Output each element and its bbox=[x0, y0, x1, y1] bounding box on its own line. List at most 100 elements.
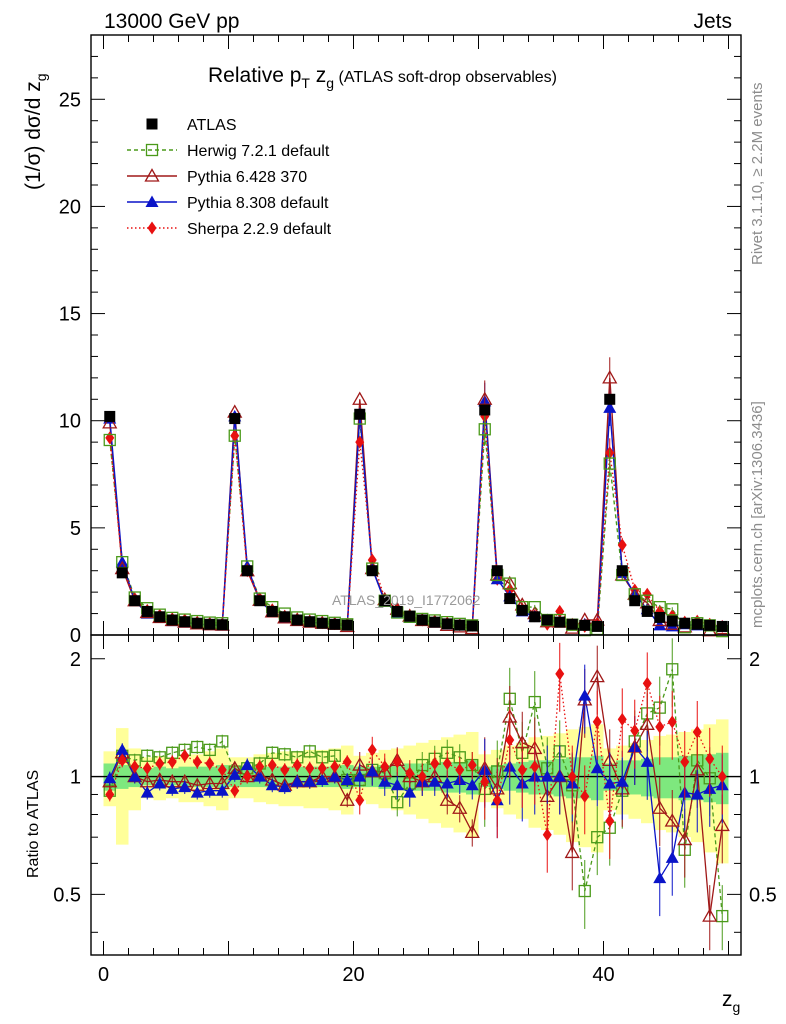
ratio-point bbox=[555, 667, 565, 681]
ratio-point bbox=[714, 817, 730, 832]
data-point bbox=[266, 605, 278, 617]
ratio-point bbox=[666, 663, 679, 676]
data-point bbox=[379, 595, 391, 607]
ratio-point bbox=[380, 760, 390, 774]
data-point bbox=[716, 620, 728, 632]
ratio-point bbox=[240, 758, 254, 771]
ratio-point bbox=[442, 756, 452, 770]
ratio-point bbox=[217, 763, 227, 777]
ratio-point bbox=[564, 844, 580, 859]
ratio-point bbox=[365, 765, 379, 777]
ratio-point bbox=[339, 792, 355, 806]
ratio-point bbox=[653, 871, 667, 884]
ratio-plot-marks bbox=[102, 638, 730, 951]
ratio-y-tick-label-right: 1 bbox=[749, 767, 760, 789]
data-point bbox=[355, 435, 365, 449]
rivet-version-label: Rivet 3.1.10, ≥ 2.2M events bbox=[749, 83, 766, 266]
data-point bbox=[103, 433, 116, 447]
ratio-point bbox=[342, 755, 352, 769]
ratio-point bbox=[192, 755, 202, 769]
ratio-point bbox=[303, 775, 317, 787]
data-point bbox=[579, 619, 591, 631]
y-tick-label: 15 bbox=[59, 304, 81, 326]
ratio-point bbox=[592, 715, 602, 729]
ratio-point bbox=[255, 760, 265, 774]
ratio-point bbox=[692, 725, 702, 739]
x-axis-label: zg bbox=[722, 988, 740, 1015]
ratio-point bbox=[702, 908, 718, 922]
legend-label: Pythia 6.428 370 bbox=[187, 169, 307, 186]
data-point bbox=[166, 614, 178, 626]
data-point bbox=[141, 605, 153, 617]
legend-label: ATLAS bbox=[187, 117, 237, 134]
legend-marker bbox=[145, 143, 159, 157]
legend-item-1: Herwig 7.2.1 default bbox=[127, 143, 330, 160]
ratio-point bbox=[130, 760, 140, 774]
data-point bbox=[566, 618, 578, 630]
ratio-point bbox=[167, 755, 177, 769]
ratio-point bbox=[615, 775, 629, 787]
ratio-plot-axes: 0.5 0.51 12 20 20 40 bbox=[53, 634, 777, 986]
ratio-y-axis-label: Ratio to ATLAS bbox=[25, 770, 42, 878]
data-point bbox=[229, 413, 241, 425]
ratio-point bbox=[330, 760, 340, 774]
data-point bbox=[216, 619, 228, 631]
ratio-point bbox=[153, 777, 167, 789]
ratio-point bbox=[390, 778, 404, 791]
ratio-point bbox=[315, 773, 329, 785]
legend-label: Pythia 8.308 default bbox=[187, 195, 329, 212]
data-point bbox=[629, 595, 641, 607]
ratio-point bbox=[652, 800, 668, 814]
ratio-point bbox=[203, 743, 216, 757]
ratio-y-tick-label-left: 0.5 bbox=[53, 884, 81, 906]
ratio-point bbox=[640, 755, 654, 767]
ratio-point bbox=[317, 761, 327, 775]
ratio-point bbox=[180, 749, 190, 763]
ratio-point bbox=[578, 884, 591, 898]
ratio-point bbox=[465, 778, 479, 791]
data-point bbox=[191, 617, 203, 629]
legend: ATLAS Herwig 7.2.1 default Pythia 6.428 37… bbox=[127, 117, 332, 238]
data-point bbox=[491, 565, 503, 577]
data-point bbox=[354, 408, 366, 420]
data-point bbox=[228, 429, 241, 442]
ratio-point bbox=[128, 770, 142, 782]
legend-marker bbox=[144, 168, 160, 182]
ratio-y-tick-label-right: 2 bbox=[749, 649, 760, 671]
legend-marker bbox=[145, 195, 159, 207]
stat-uncertainty-band bbox=[666, 757, 679, 799]
ratio-point bbox=[467, 758, 477, 772]
ratio-frame bbox=[90, 634, 742, 956]
data-point bbox=[642, 587, 652, 601]
ratio-point bbox=[278, 780, 292, 793]
main-plot-panel: 0 5 10 15 20 25 ATLAS_2019_I1772062 Relative … bbox=[22, 34, 742, 647]
ratio-point bbox=[392, 755, 402, 769]
legend-item-3: Pythia 8.308 default bbox=[127, 195, 329, 212]
legend-label: Sherpa 2.2.9 default bbox=[187, 221, 332, 238]
ratio-point bbox=[303, 745, 316, 758]
data-point bbox=[653, 618, 667, 631]
x-tick-label: 40 bbox=[592, 964, 614, 986]
data-point bbox=[454, 619, 466, 631]
ratio-point bbox=[355, 793, 365, 807]
data-point bbox=[329, 618, 341, 630]
ratio-point bbox=[430, 756, 440, 770]
ratio-point bbox=[428, 775, 442, 787]
ratio-point bbox=[591, 831, 604, 844]
ratio-point bbox=[680, 755, 690, 769]
data-point bbox=[391, 605, 403, 617]
ratio-point bbox=[664, 813, 680, 827]
data-point bbox=[366, 565, 378, 577]
plot-title: Relative pT zg (ATLAS soft-drop observab… bbox=[208, 64, 557, 91]
y-tick-label: 10 bbox=[59, 411, 81, 433]
mcplots-source-label: mcplots.cern.ch [arXiv:1306.3436] bbox=[749, 401, 766, 628]
ratio-point bbox=[242, 770, 252, 784]
ratio-point bbox=[589, 668, 605, 683]
data-point bbox=[478, 423, 491, 436]
legend-marker bbox=[147, 221, 157, 235]
data-point bbox=[603, 457, 616, 470]
ratio-point bbox=[542, 828, 552, 842]
data-point bbox=[602, 370, 618, 384]
ratio-point bbox=[440, 777, 454, 789]
data-point bbox=[704, 619, 716, 631]
